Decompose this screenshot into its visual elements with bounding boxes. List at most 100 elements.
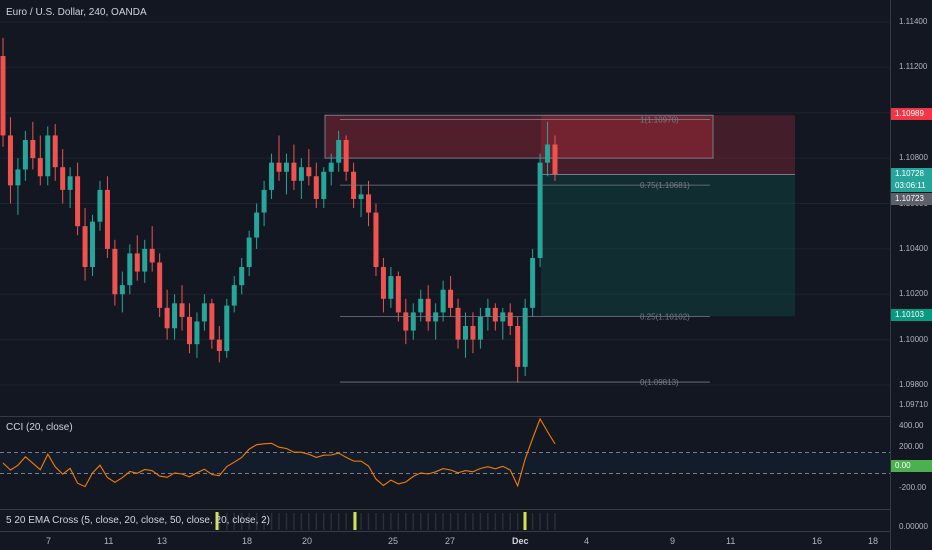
candle-body <box>246 237 252 268</box>
candle <box>366 180 372 227</box>
candle-body <box>552 144 558 175</box>
price-tick: 1.10200 <box>899 289 928 299</box>
candle <box>82 208 88 281</box>
candle-body <box>410 312 416 331</box>
candle-body <box>313 176 319 199</box>
candle-body <box>500 312 506 322</box>
candle <box>22 130 28 181</box>
open-price-tag: 1.10723 <box>891 193 932 205</box>
candle-body <box>164 307 170 329</box>
candle-body <box>455 307 461 340</box>
candle-body <box>15 169 21 186</box>
time-tick: 4 <box>584 536 590 546</box>
candle <box>134 235 140 281</box>
candle <box>7 117 13 204</box>
candle <box>186 303 192 354</box>
ema-pane[interactable]: 5 20 EMA Cross (5, close, 20, close, 50,… <box>0 509 890 532</box>
candle <box>515 316 521 383</box>
cci-band-fill <box>0 452 890 474</box>
candle <box>313 162 319 209</box>
candle <box>201 294 207 331</box>
candle-body <box>425 298 431 322</box>
time-tick: Dec <box>512 536 529 546</box>
candle <box>119 271 125 313</box>
price-pane[interactable]: 1(1.10970) 0.75(1.10681) 0.25(1.10102) 0(1.… <box>0 0 890 403</box>
ema-cross-marker <box>523 512 527 530</box>
candle <box>380 257 386 313</box>
cci-tick-400: 400.00 <box>899 421 924 430</box>
chart-title: Euro / U.S. Dollar, 240, OANDA <box>6 7 147 18</box>
last-price-tag: 1.10728 <box>891 168 932 180</box>
cci-pane[interactable]: CCI (20, close) <box>0 416 890 509</box>
candle-body <box>373 212 379 268</box>
candle-body <box>485 307 491 317</box>
candle-body <box>507 312 513 327</box>
candle <box>75 162 81 236</box>
candle <box>246 230 252 277</box>
candle-body <box>231 285 237 306</box>
candle <box>485 298 491 331</box>
candle <box>477 307 483 349</box>
fib-label: 1(1.10970) <box>640 116 679 125</box>
candle <box>298 158 304 199</box>
candle-body <box>433 312 439 322</box>
candle <box>291 144 297 190</box>
candle <box>306 149 312 186</box>
ema-axis-tick: 0.00000 <box>899 522 928 531</box>
candle-body <box>216 339 222 351</box>
candle-body <box>545 144 551 163</box>
cci-line <box>2 417 556 488</box>
candle <box>157 253 163 317</box>
candle-body <box>462 326 468 340</box>
candle <box>269 153 275 199</box>
fib-label: 0(1.09813) <box>640 378 679 387</box>
candle <box>15 158 21 215</box>
countdown-tag: 03:06:11 <box>891 180 932 192</box>
candle <box>373 203 379 277</box>
candle <box>104 176 110 258</box>
ema-cross-chart[interactable] <box>0 510 890 532</box>
candle-body <box>395 276 401 313</box>
time-tick: 18 <box>242 536 253 546</box>
candle-body <box>343 139 349 172</box>
resistance-box <box>324 114 714 159</box>
time-tick: 16 <box>812 536 823 546</box>
stop-price-tag: 1.10989 <box>891 108 932 120</box>
candle <box>60 149 66 204</box>
stop-zone <box>541 115 795 175</box>
candle-body <box>380 267 386 299</box>
candle-body <box>186 316 192 345</box>
candle <box>216 326 222 363</box>
candle-body <box>82 226 88 268</box>
candlestick-chart[interactable]: 1(1.10970) 0.75(1.10681) 0.25(1.10102) 0(1.… <box>0 0 890 403</box>
candle <box>455 298 461 349</box>
candle-body <box>90 221 96 268</box>
ema-label: 5 20 EMA Cross (5, close, 20, close, 50,… <box>6 515 271 526</box>
time-tick: 11 <box>726 536 736 546</box>
price-axis[interactable] <box>890 0 932 550</box>
candle-body <box>97 189 103 222</box>
candle-body <box>403 312 409 331</box>
candle-body <box>492 307 498 322</box>
candle-body <box>201 303 207 322</box>
candle <box>403 298 409 345</box>
time-tick: 25 <box>388 536 399 546</box>
candle <box>358 185 364 218</box>
candle-body <box>522 307 528 367</box>
candle-body <box>172 303 178 329</box>
price-tick: 1.11200 <box>899 62 928 72</box>
candle-body <box>298 167 304 181</box>
candle-body <box>45 135 51 177</box>
candle-body <box>60 167 66 190</box>
candle <box>500 307 506 340</box>
candle-body <box>328 162 334 172</box>
candle-body <box>142 248 148 272</box>
cci-chart[interactable] <box>0 417 890 509</box>
candle-body <box>104 189 110 249</box>
time-tick: 9 <box>670 536 676 546</box>
candle-body <box>75 176 81 227</box>
candle <box>172 294 178 340</box>
candle <box>410 303 416 340</box>
candle <box>112 239 118 306</box>
candle <box>254 203 260 249</box>
